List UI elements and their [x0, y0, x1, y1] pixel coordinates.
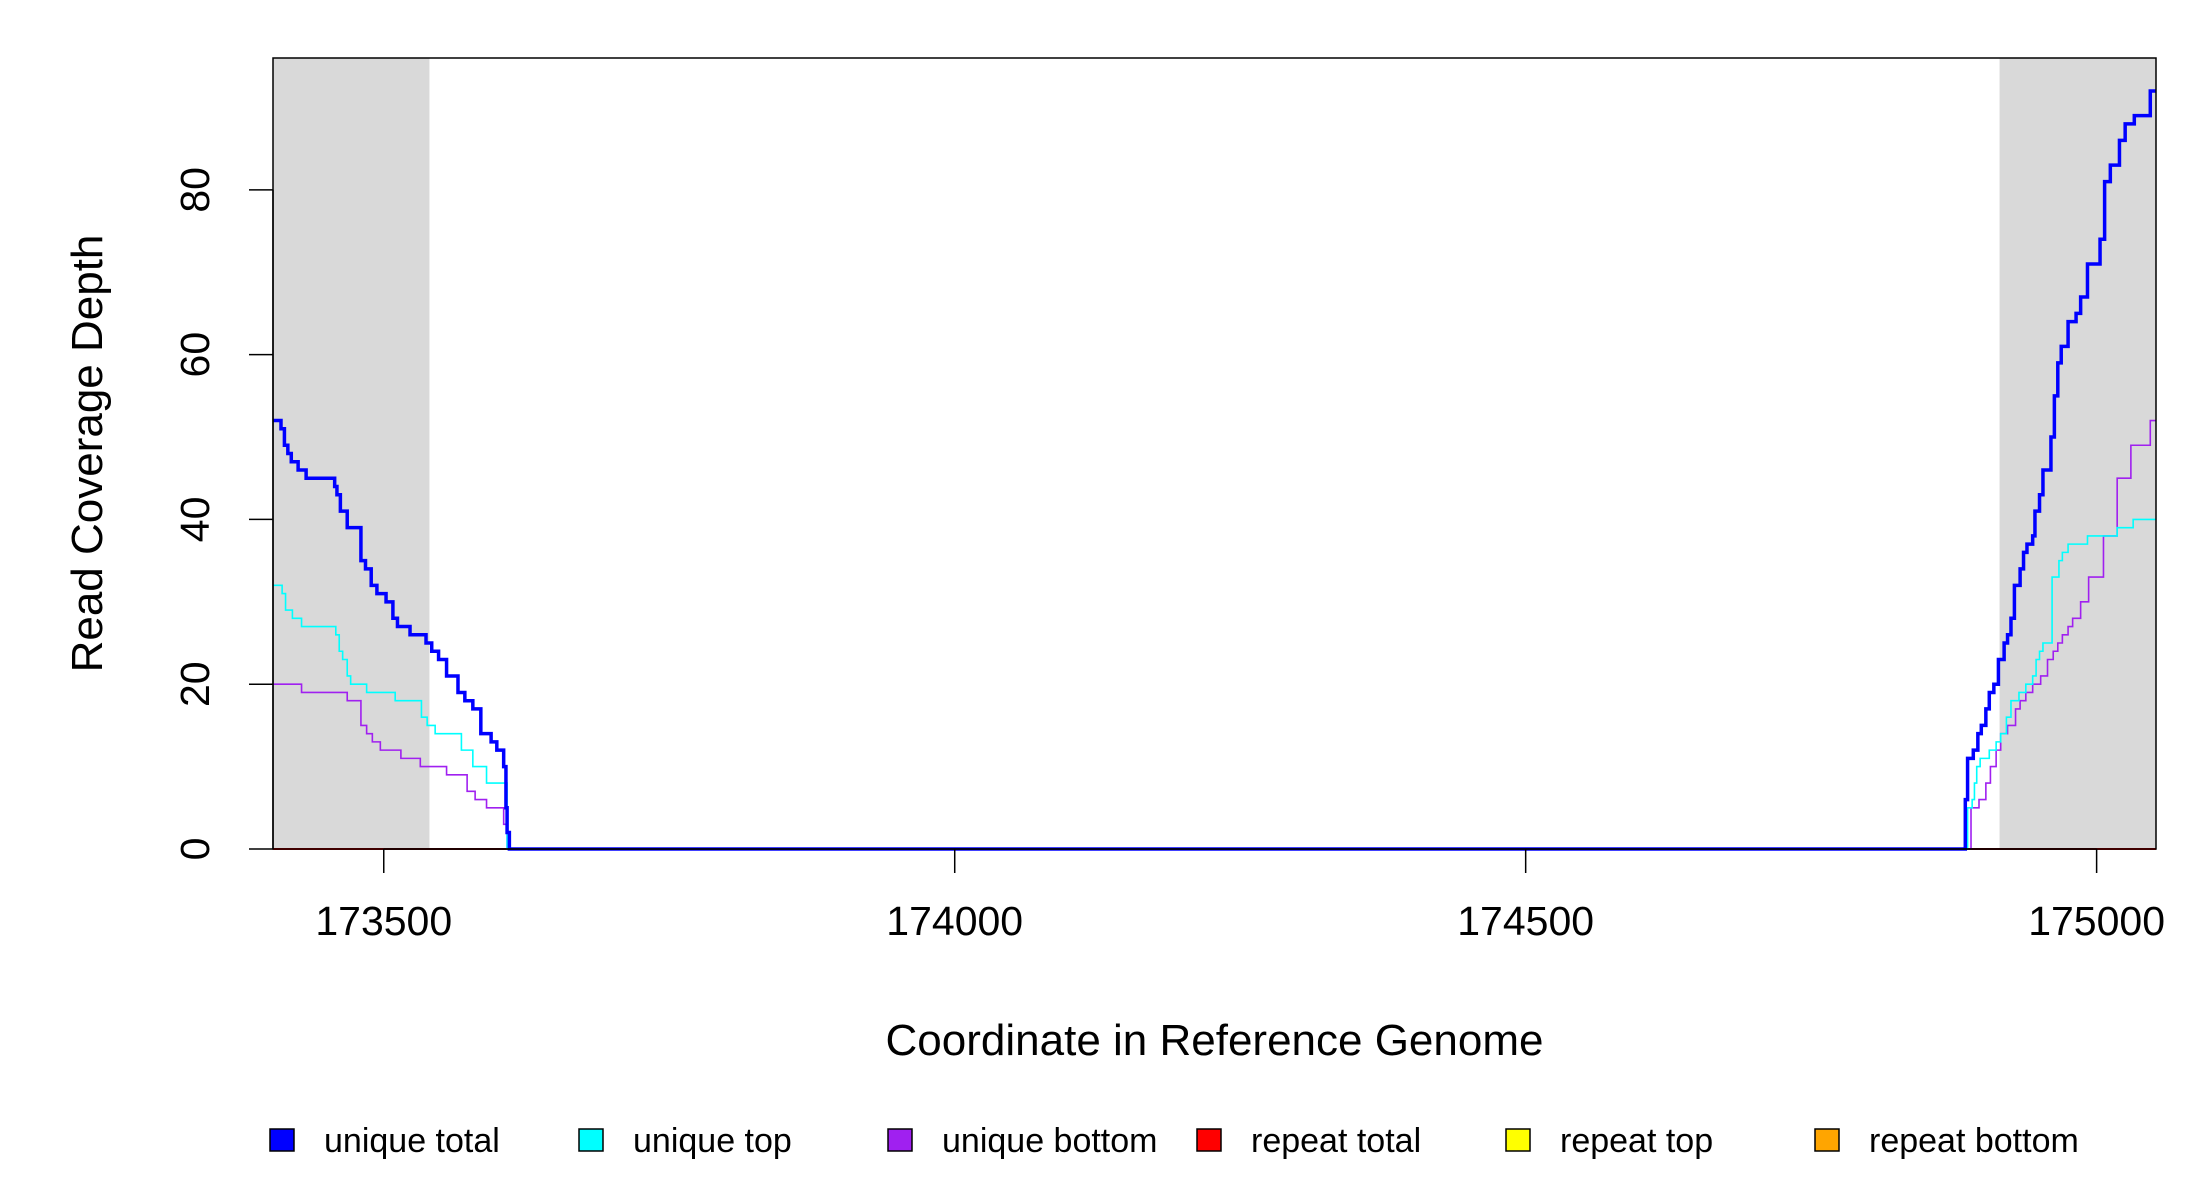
legend-swatch-repeat-total: [1196, 1128, 1222, 1152]
series-unique-total: [273, 89, 2156, 851]
x-axis: 173500 174000 174500 175000: [315, 848, 2165, 944]
legend-swatch-unique-bottom: [887, 1128, 913, 1152]
legend-swatch-unique-total: [269, 1128, 295, 1152]
shaded-region-2: [1999, 58, 2156, 849]
plot-frame: [272, 57, 2157, 850]
x-tick-label: 173500: [315, 898, 452, 944]
y-tick-label: 60: [172, 332, 218, 378]
legend: unique total unique top unique bottom repea…: [269, 1122, 2079, 1160]
y-axis: 0 20 40 60 80: [172, 167, 274, 861]
y-tick-label: 0: [172, 838, 218, 861]
y-tick-label: 40: [172, 497, 218, 543]
shaded-region-1: [273, 58, 430, 849]
legend-swatch-repeat-bottom: [1814, 1128, 1840, 1152]
legend-label-repeat-total: repeat total: [1251, 1122, 1421, 1160]
x-tick-label: 174000: [886, 898, 1023, 944]
legend-label-unique-total: unique total: [324, 1122, 500, 1160]
legend-label-unique-bottom: unique bottom: [942, 1122, 1158, 1160]
y-tick-label: 20: [172, 661, 218, 707]
legend-swatch-unique-top: [578, 1128, 604, 1152]
legend-label-repeat-bottom: repeat bottom: [1869, 1122, 2079, 1160]
x-tick-label: 174500: [1457, 898, 1594, 944]
y-axis-title: Read Coverage Depth: [63, 235, 112, 673]
legend-label-unique-top: unique top: [633, 1122, 792, 1160]
x-tick-label: 175000: [2028, 898, 2165, 944]
series-lines: [273, 89, 2156, 851]
x-axis-title: Coordinate in Reference Genome: [886, 1016, 1544, 1065]
shaded-regions: [273, 58, 2156, 849]
legend-label-repeat-top: repeat top: [1560, 1122, 1713, 1160]
y-tick-label: 80: [172, 167, 218, 213]
legend-swatch-repeat-top: [1505, 1128, 1531, 1152]
series-unique-top: [273, 518, 2156, 850]
series-unique-bottom: [273, 419, 2156, 850]
